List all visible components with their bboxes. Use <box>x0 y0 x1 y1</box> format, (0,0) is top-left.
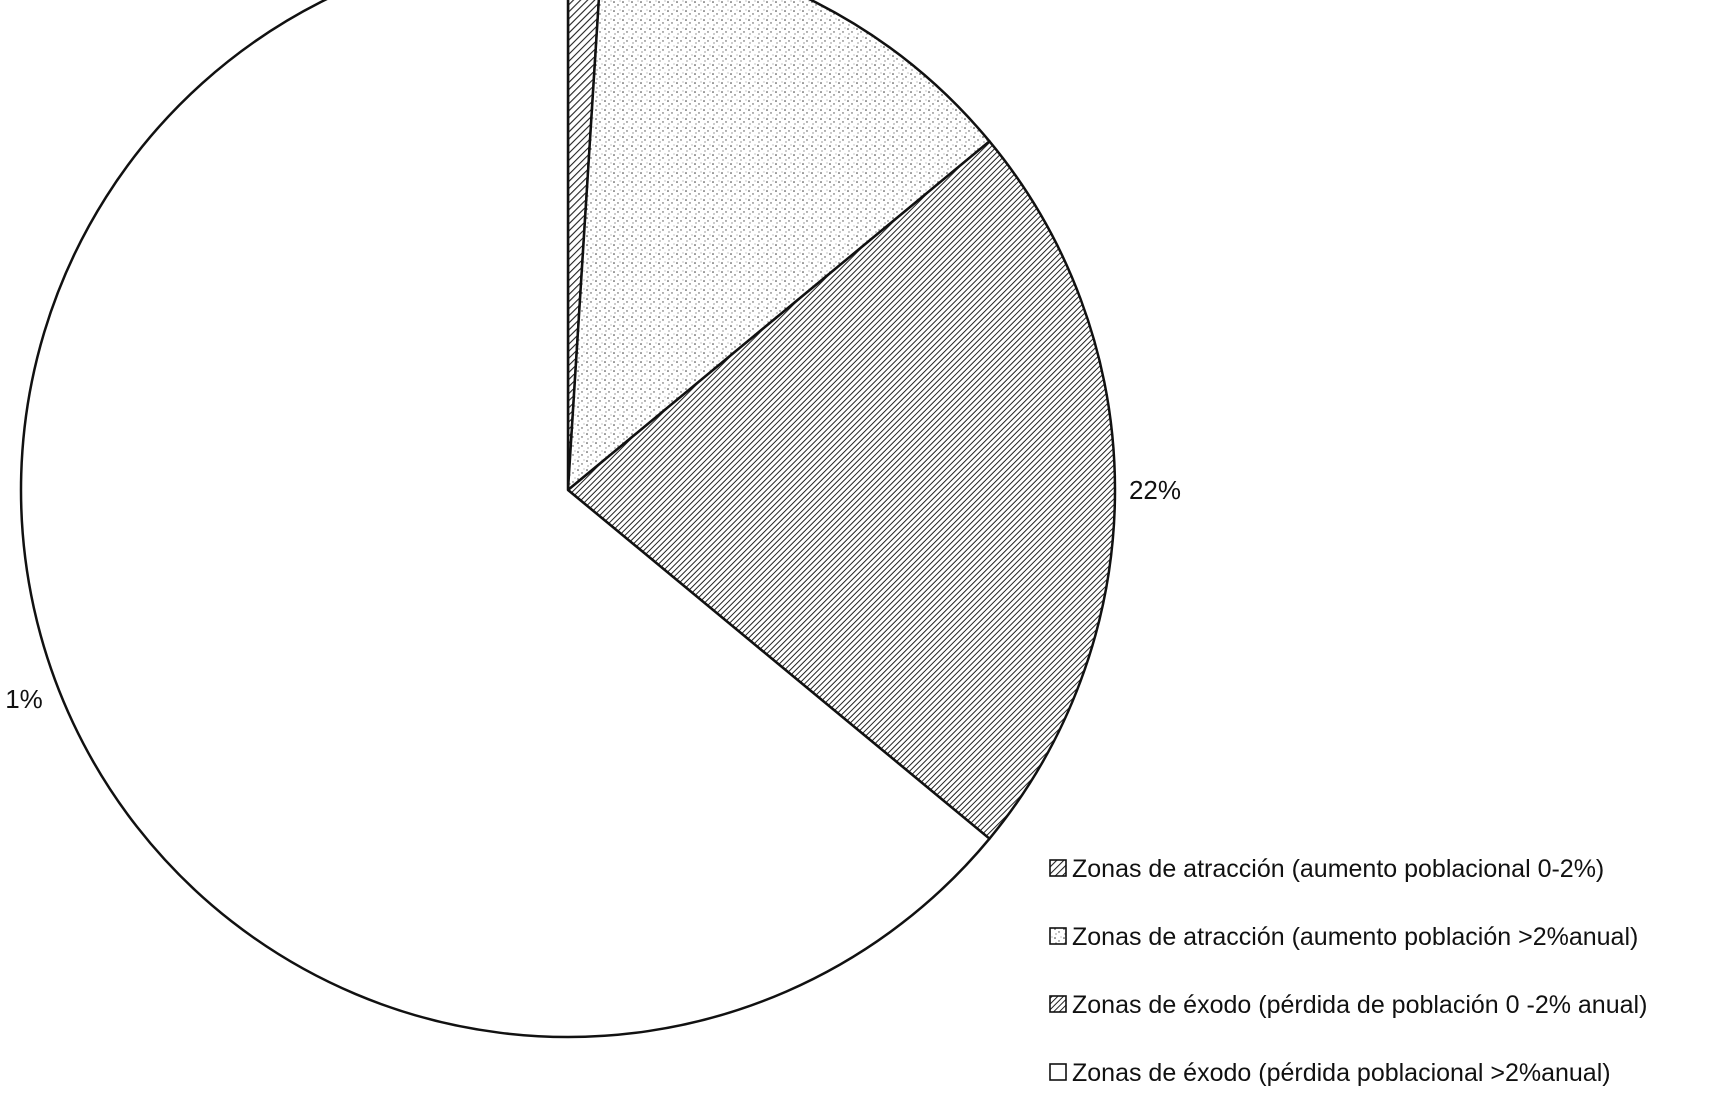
legend-label-4: Zonas de éxodo (pérdida poblacional >2%a… <box>1072 1059 1611 1087</box>
pie-slices <box>19 0 1117 1039</box>
pie-slice-4 <box>19 0 991 1039</box>
legend: Zonas de atracción (aumento poblacional … <box>1049 855 1647 1087</box>
legend-swatch-4 <box>1049 1063 1067 1081</box>
legend-label-2: Zonas de atracción (aumento población >2… <box>1072 923 1638 951</box>
legend-swatch-1 <box>1049 859 1067 877</box>
slice-labels: 13%22%1% <box>5 475 1181 714</box>
slice-label-3: 22% <box>1129 475 1181 505</box>
legend-item-zonas-de-exodo-perdida-poblacional-2-anu: Zonas de éxodo (pérdida poblacional >2%a… <box>1049 1059 1611 1087</box>
legend-swatch-2 <box>1049 927 1067 945</box>
legend-item-zonas-de-atraccion-aumento-poblacion-2-a: Zonas de atracción (aumento población >2… <box>1049 923 1638 951</box>
legend-swatch-3 <box>1049 995 1067 1013</box>
legend-item-zonas-de-atraccion-aumento-poblacional-0: Zonas de atracción (aumento poblacional … <box>1049 855 1604 883</box>
legend-label-3: Zonas de éxodo (pérdida de población 0 -… <box>1072 991 1647 1019</box>
pie-slice-3 <box>566 140 1117 840</box>
outside-label-1: 1% <box>5 684 43 714</box>
legend-label-1: Zonas de atracción (aumento poblacional … <box>1072 855 1604 883</box>
pie-slice-2 <box>566 0 991 492</box>
legend-item-zonas-de-exodo-perdida-de-poblacion-0-2-: Zonas de éxodo (pérdida de población 0 -… <box>1049 991 1647 1019</box>
